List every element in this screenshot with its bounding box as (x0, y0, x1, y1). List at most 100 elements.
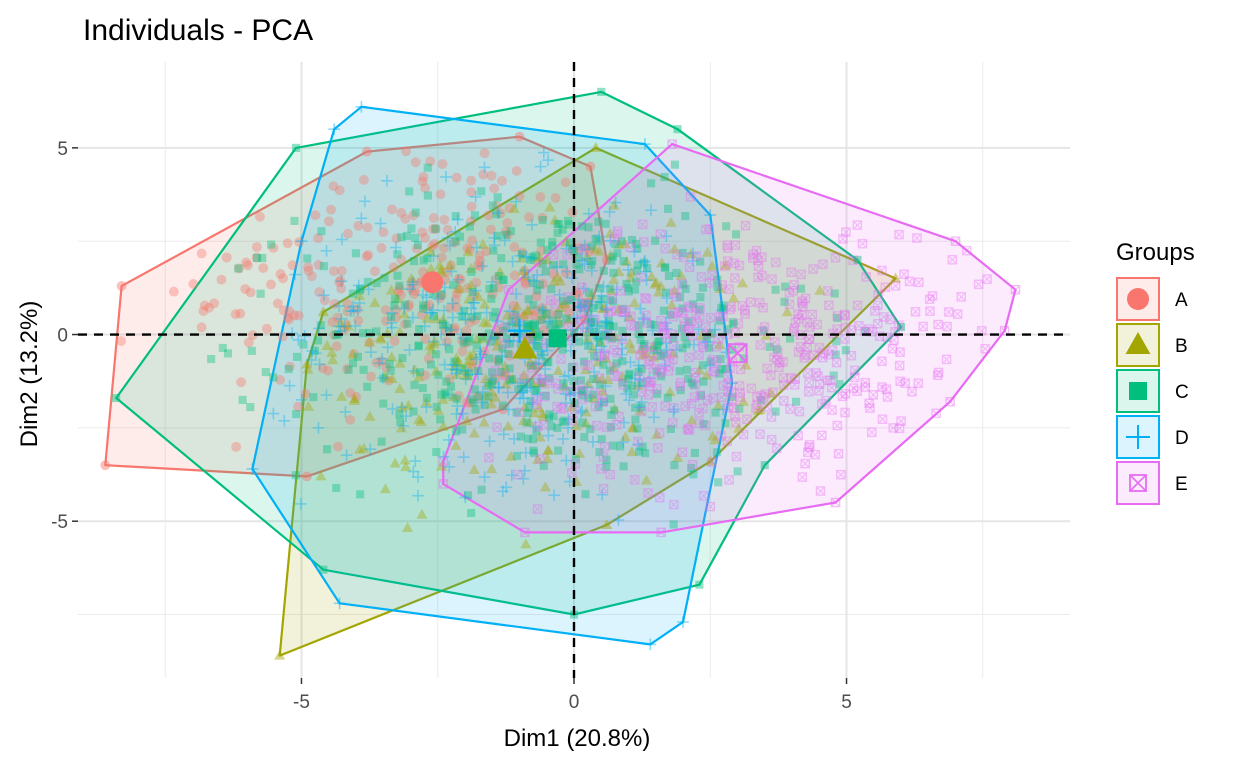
point-C (677, 324, 687, 333)
point-E (553, 384, 563, 394)
point-E (848, 255, 858, 266)
point-D (294, 498, 307, 510)
point-D (599, 325, 612, 337)
point-D (456, 307, 468, 320)
point-E (839, 309, 850, 320)
point-B (435, 460, 448, 471)
point-C (575, 265, 584, 274)
point-C (234, 264, 243, 273)
point-E (815, 379, 825, 389)
point-B (693, 364, 705, 375)
point-C (559, 379, 568, 388)
point-C (583, 299, 593, 308)
point-E (825, 375, 835, 386)
point-D (457, 451, 470, 464)
point-B (517, 265, 529, 276)
point-B (430, 313, 443, 324)
point-C (634, 367, 643, 376)
point-C (587, 260, 596, 270)
point-C (666, 310, 675, 319)
point-E (840, 407, 850, 418)
point-B (421, 312, 433, 323)
legend-symbol-C (1129, 382, 1147, 400)
point-C (485, 284, 494, 293)
point-A (564, 307, 575, 318)
point-D (617, 436, 630, 448)
point-E (694, 418, 704, 428)
point-E (836, 469, 846, 480)
point-D (562, 369, 575, 382)
point-D (577, 322, 589, 335)
point-A (317, 363, 328, 374)
point-E (751, 403, 761, 413)
point-E (664, 361, 675, 371)
point-C (529, 321, 538, 330)
point-A (289, 310, 300, 321)
point-B (608, 403, 621, 414)
point-E (606, 306, 616, 316)
point-D (519, 264, 531, 277)
point-C (569, 377, 578, 386)
point-E (945, 396, 955, 407)
point-A (464, 244, 475, 255)
point-A (199, 300, 210, 311)
point-E (548, 250, 559, 260)
point-A (434, 293, 445, 304)
point-A (508, 300, 519, 311)
point-E (823, 286, 833, 296)
point-A (313, 233, 324, 244)
point-C (604, 316, 613, 325)
point-C (619, 257, 628, 266)
point-A (450, 294, 461, 305)
point-A (408, 210, 419, 221)
point-A (383, 375, 394, 386)
point-E (654, 428, 665, 438)
point-D (517, 472, 530, 485)
point-A (366, 371, 376, 382)
point-C (536, 351, 545, 360)
point-B (701, 246, 714, 257)
point-C (578, 391, 587, 400)
point-D (283, 379, 296, 392)
point-D (412, 489, 424, 502)
point-B (485, 386, 498, 397)
point-D (532, 357, 545, 370)
point-C (719, 301, 728, 310)
point-C (771, 285, 780, 294)
point-E (490, 366, 501, 376)
point-A (509, 242, 520, 253)
point-B (650, 277, 662, 288)
point-E (735, 388, 745, 398)
point-D (278, 414, 291, 427)
point-C (608, 252, 617, 261)
point-D (423, 306, 436, 319)
point-A (436, 252, 447, 263)
point-C (666, 424, 675, 433)
legend-item-C: C (1116, 369, 1189, 413)
point-D (524, 381, 537, 393)
point-C (310, 346, 319, 355)
point-C (531, 386, 540, 395)
point-C (547, 422, 556, 431)
point-B (709, 434, 721, 445)
point-A (453, 284, 464, 295)
point-D (488, 232, 501, 244)
point-C (715, 316, 724, 325)
point-D (437, 450, 450, 463)
point-C (606, 394, 615, 403)
point-C (608, 334, 617, 343)
point-C (494, 354, 503, 363)
point-D (531, 269, 543, 281)
point-C (715, 369, 724, 378)
point-D (396, 401, 408, 414)
point-D (512, 377, 524, 389)
point-A (430, 223, 441, 234)
point-C (112, 393, 121, 403)
point-A (451, 172, 462, 183)
point-C (432, 350, 441, 359)
point-D (427, 250, 440, 262)
point-E (643, 488, 653, 498)
point-B (347, 348, 359, 359)
point-C (707, 329, 716, 338)
point-D (704, 359, 716, 372)
